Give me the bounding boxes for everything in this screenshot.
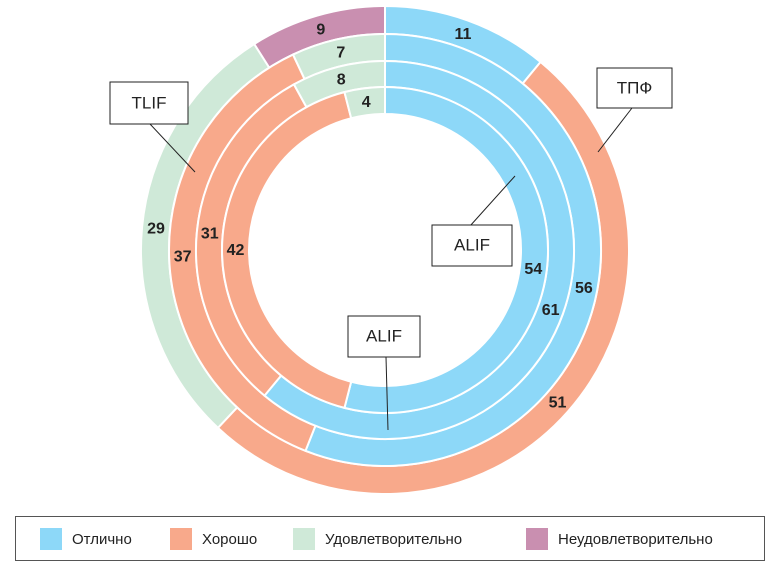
value-labels: 11 51 29 9 56 37 7 61 31 8 54 42 4 [147, 21, 593, 411]
value-label: 42 [227, 242, 245, 259]
value-label: 7 [336, 45, 345, 62]
legend-box [15, 516, 765, 561]
value-label: 51 [549, 394, 567, 411]
value-label: 11 [454, 26, 471, 43]
callout-line [149, 123, 196, 173]
callout-label: ALIF [454, 235, 490, 254]
legend-label: Неудовлетворительно [558, 531, 713, 548]
value-label: 29 [147, 221, 165, 238]
callout-label: ALIF [366, 326, 402, 345]
callout-label: TLIF [132, 93, 167, 112]
legend-swatch [526, 528, 548, 550]
callouts [109, 67, 673, 431]
value-label: 4 [362, 94, 371, 111]
callout-label: ТПФ [617, 78, 653, 97]
legend-label: Хорошо [202, 531, 257, 548]
callout-box [109, 81, 189, 125]
value-label: 37 [174, 249, 192, 266]
callout-line [597, 107, 633, 153]
legend-swatch [40, 528, 62, 550]
legend-label: Отлично [72, 531, 132, 548]
callout-line [385, 356, 389, 431]
callout-box [431, 224, 513, 267]
value-label: 9 [316, 21, 325, 38]
legend-label: Удовлетворительно [325, 531, 462, 548]
legend-swatch [170, 528, 192, 550]
callout-box [347, 315, 421, 358]
value-label: 31 [201, 226, 219, 243]
ring-segment [343, 85, 386, 120]
callout-line [469, 175, 516, 227]
legend-swatch [293, 528, 315, 550]
value-label: 61 [542, 302, 560, 319]
rings [140, 4, 630, 495]
value-label: 8 [337, 72, 346, 89]
callout-box [596, 67, 673, 109]
legend: Отлично Хорошо Удовлетворительно Неудовлетв… [40, 528, 713, 550]
value-label: 56 [575, 280, 593, 297]
value-label: 54 [524, 261, 542, 278]
